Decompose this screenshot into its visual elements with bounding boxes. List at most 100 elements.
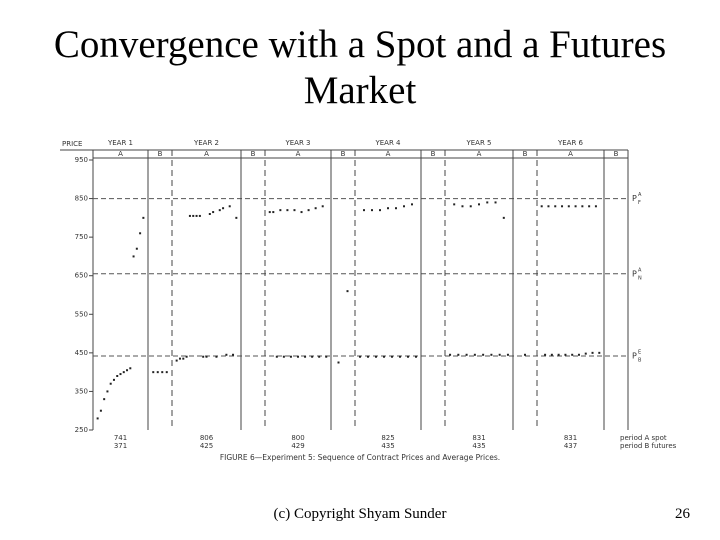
year-label: YEAR 5 [465, 139, 491, 147]
period-label: B [523, 150, 528, 158]
period-label: A [477, 150, 482, 158]
reference-sup: A [638, 267, 642, 273]
period-label: B [251, 150, 256, 158]
price-point [540, 205, 543, 208]
price-point [359, 355, 361, 358]
price-point [215, 355, 218, 358]
price-point [415, 355, 417, 358]
price-point [490, 353, 493, 356]
price-point [598, 351, 601, 354]
year-label: YEAR 6 [557, 139, 584, 147]
average-b: 425 [200, 442, 213, 450]
period-label: B [341, 150, 346, 158]
price-point [506, 353, 509, 356]
price-point [225, 353, 228, 356]
price-point [161, 371, 164, 374]
price-point [185, 355, 188, 358]
period-label: A [204, 150, 209, 158]
price-point [557, 353, 560, 356]
price-point [581, 205, 584, 208]
y-tick-label: 250 [75, 426, 88, 434]
price-point [232, 353, 235, 356]
price-point [564, 353, 567, 356]
price-point [318, 355, 321, 358]
price-point [126, 369, 129, 372]
price-point [202, 355, 205, 358]
y-tick-label: 450 [75, 349, 88, 357]
period-label: B [614, 150, 619, 158]
reference-sub: B [638, 357, 642, 363]
price-point [544, 353, 547, 356]
price-point [550, 353, 553, 356]
price-point [469, 205, 472, 208]
price-point [594, 205, 597, 208]
reference-sup: E [638, 349, 641, 355]
price-point [142, 216, 145, 219]
price-point [465, 353, 468, 356]
price-point [268, 211, 271, 214]
y-tick-label: 750 [75, 233, 88, 241]
page-number: 26 [675, 506, 690, 522]
price-point [307, 209, 310, 212]
y-tick-label: 550 [75, 310, 88, 318]
price-point [218, 209, 221, 212]
price-point [407, 355, 409, 358]
price-point [577, 353, 580, 356]
y-tick-label: 850 [75, 195, 88, 203]
price-point [588, 205, 591, 208]
price-point [198, 214, 201, 217]
price-point [103, 398, 106, 401]
y-tick-label: 650 [75, 272, 88, 280]
price-point [482, 353, 485, 356]
period-label: A [386, 150, 391, 158]
price-point [106, 390, 109, 393]
price-point [300, 211, 303, 214]
price-point [584, 352, 587, 355]
price-point [486, 201, 489, 204]
price-point [205, 355, 208, 358]
footer: (c) Copyright Shyam Sunder [273, 506, 447, 522]
price-point [182, 357, 185, 360]
note: period A spot [620, 434, 667, 442]
average-a: 831 [564, 434, 577, 442]
price-point [314, 207, 317, 210]
price-point [208, 213, 211, 215]
price-point [152, 371, 155, 374]
price-point [297, 355, 299, 358]
price-point [399, 355, 401, 358]
period-label: B [431, 150, 436, 158]
average-b: 429 [291, 442, 304, 450]
price-point [547, 205, 550, 208]
price-point [178, 357, 181, 360]
price-point [275, 355, 278, 358]
price-point [272, 211, 275, 214]
price-point [325, 355, 328, 358]
price-point [132, 255, 135, 258]
note: period B futures [620, 442, 677, 450]
reference-sup: A [638, 192, 642, 198]
price-point [116, 375, 119, 377]
price-point [391, 355, 393, 358]
price-point [574, 205, 577, 208]
year-label: YEAR 4 [374, 139, 401, 147]
price-point [337, 361, 340, 364]
price-point [293, 209, 296, 212]
price-point [222, 207, 225, 210]
price-point [311, 355, 314, 358]
period-label: B [158, 150, 163, 158]
price-point [282, 355, 285, 358]
price-point [561, 205, 564, 208]
price-point [367, 355, 369, 358]
price-point [195, 214, 198, 217]
price-point [321, 205, 324, 208]
reference-label: P [632, 351, 637, 360]
price-point [371, 209, 373, 212]
average-b: 437 [564, 442, 577, 450]
price-point [165, 371, 168, 374]
slide-title: Convergence with a Spot and a Futures Ma… [53, 23, 667, 112]
price-point [175, 359, 178, 362]
price-point [554, 205, 557, 208]
price-point [212, 211, 215, 214]
year-label: YEAR 1 [107, 139, 133, 147]
